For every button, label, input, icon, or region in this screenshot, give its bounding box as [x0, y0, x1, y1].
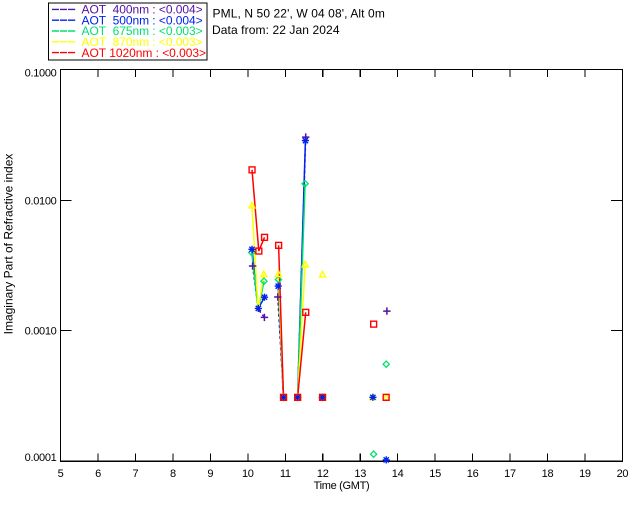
svg-text:AOT 870nm : <0.003>: AOT 870nm : <0.003> — [82, 35, 203, 49]
svg-text:0.1000: 0.1000 — [25, 68, 57, 80]
svg-text:20: 20 — [617, 468, 629, 480]
svg-text:Imaginary Part of Refractive i: Imaginary Part of Refractive index — [2, 154, 16, 335]
svg-text:12: 12 — [317, 468, 329, 480]
svg-text:AOT 400nm : <0.004>: AOT 400nm : <0.004> — [82, 3, 203, 17]
svg-text:Time (GMT): Time (GMT) — [314, 480, 370, 492]
svg-text:16: 16 — [467, 468, 479, 480]
svg-text:19: 19 — [579, 468, 591, 480]
svg-text:PML, N 50 22', W 04 08', Alt 0: PML, N 50 22', W 04 08', Alt 0m — [213, 7, 385, 21]
svg-text:0.0100: 0.0100 — [25, 195, 57, 207]
svg-text:7: 7 — [132, 468, 138, 480]
svg-text:AOT 500nm : <0.004>: AOT 500nm : <0.004> — [82, 13, 203, 27]
svg-text:0.0001: 0.0001 — [25, 452, 57, 464]
svg-text:AOT 1020nm : <0.003>: AOT 1020nm : <0.003> — [82, 46, 206, 60]
svg-text:17: 17 — [504, 468, 516, 480]
svg-text:9: 9 — [207, 468, 213, 480]
svg-text:18: 18 — [542, 468, 554, 480]
svg-text:8: 8 — [170, 468, 176, 480]
svg-text:Data from: 22 Jan 2024: Data from: 22 Jan 2024 — [212, 23, 340, 37]
svg-text:10: 10 — [242, 468, 254, 480]
svg-text:5: 5 — [58, 468, 64, 480]
svg-text:13: 13 — [354, 468, 366, 480]
svg-text:6: 6 — [95, 468, 101, 480]
svg-text:0.0010: 0.0010 — [25, 326, 57, 338]
svg-text:11: 11 — [280, 468, 291, 480]
svg-text:AOT 675nm : <0.003>: AOT 675nm : <0.003> — [82, 24, 203, 38]
svg-text:14: 14 — [392, 468, 404, 480]
svg-text:15: 15 — [429, 468, 441, 480]
